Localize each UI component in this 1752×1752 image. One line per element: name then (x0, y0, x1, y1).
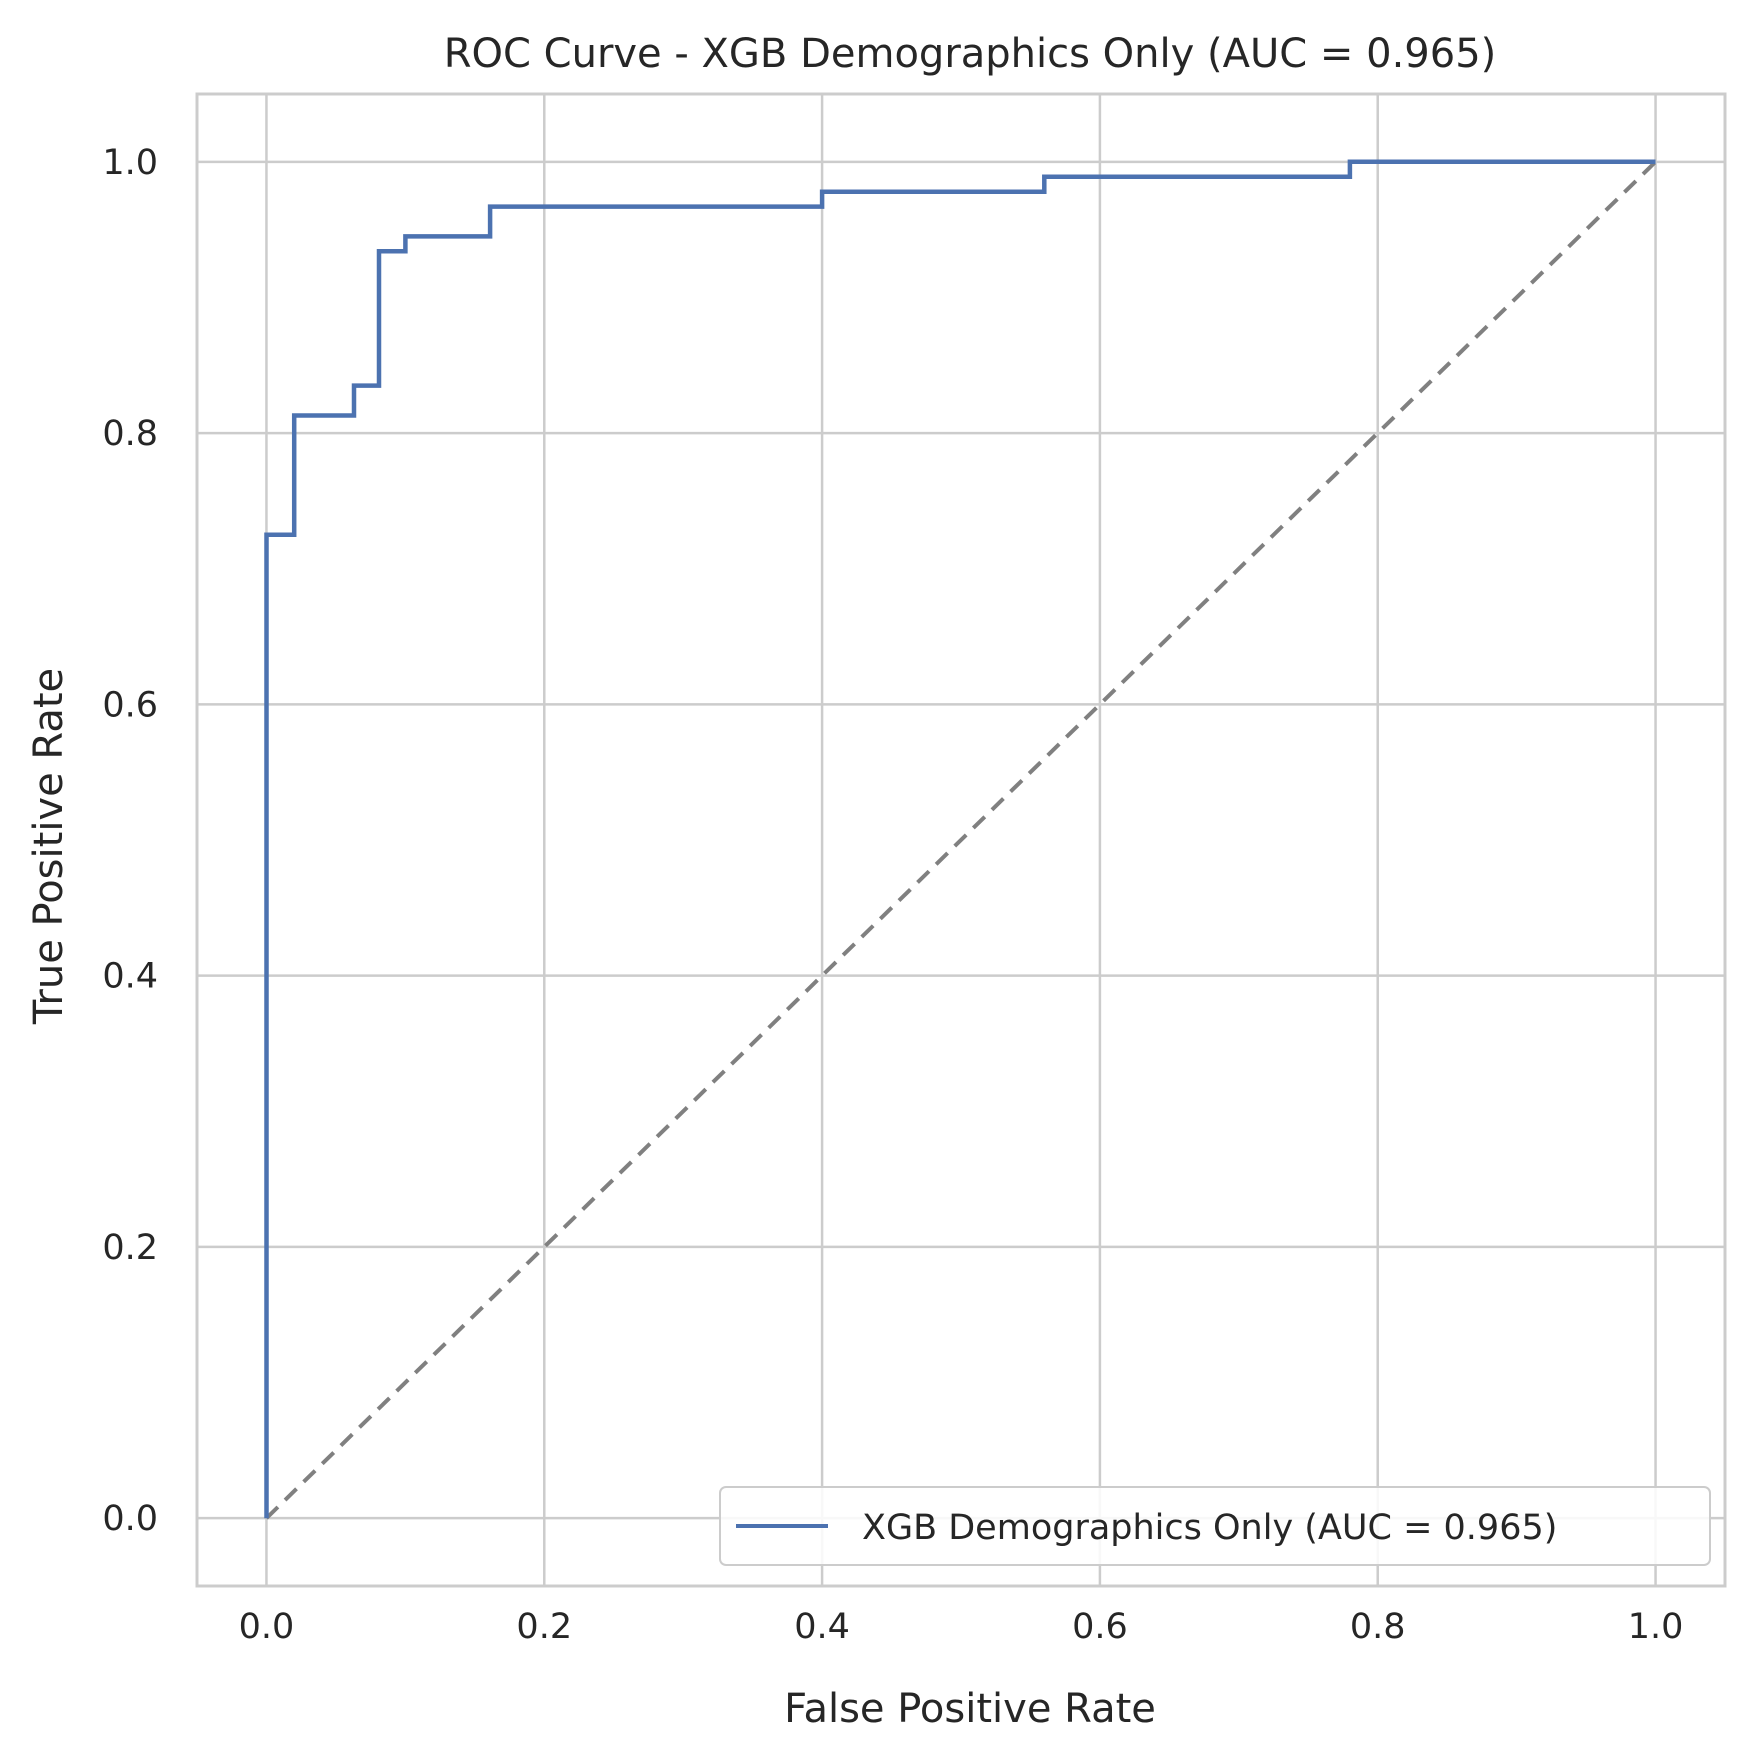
y-tick-label: 0.8 (102, 414, 158, 454)
x-tick-label: 0.8 (1350, 1607, 1406, 1647)
y-tick-label: 0.2 (102, 1228, 158, 1268)
x-tick-label: 0.0 (239, 1607, 295, 1647)
y-tick-label: 0.4 (102, 957, 158, 997)
legend: XGB Demographics Only (AUC = 0.965) (719, 1486, 1711, 1566)
legend-box (719, 1486, 1711, 1566)
roc-curve-line (264, 159, 1656, 1519)
x-tick-labels: 0.0 0.2 0.4 0.6 0.8 1.0 (239, 1607, 1684, 1647)
axes-frame (195, 92, 1727, 1588)
grid-lines (197, 94, 1725, 1586)
y-tick-labels: 0.0 0.2 0.4 0.6 0.8 1.0 (102, 143, 158, 1539)
y-axis-label: True Positive Rate (26, 668, 72, 1025)
chart-title: ROC Curve - XGB Demographics Only (AUC =… (444, 31, 1497, 77)
x-tick-label: 1.0 (1628, 1607, 1684, 1647)
x-axis-label: False Positive Rate (784, 1686, 1156, 1732)
plot-area (264, 159, 1657, 1520)
x-tick-label: 0.2 (516, 1607, 572, 1647)
y-tick-label: 0.6 (102, 685, 158, 725)
chance-diagonal-line (265, 160, 1657, 1520)
legend-label: XGB Demographics Only (AUC = 0.965) (862, 1508, 1557, 1548)
y-tick-label: 1.0 (102, 143, 158, 183)
x-tick-label: 0.4 (794, 1607, 850, 1647)
y-tick-label: 0.0 (102, 1499, 158, 1539)
x-tick-label: 0.6 (1072, 1607, 1128, 1647)
